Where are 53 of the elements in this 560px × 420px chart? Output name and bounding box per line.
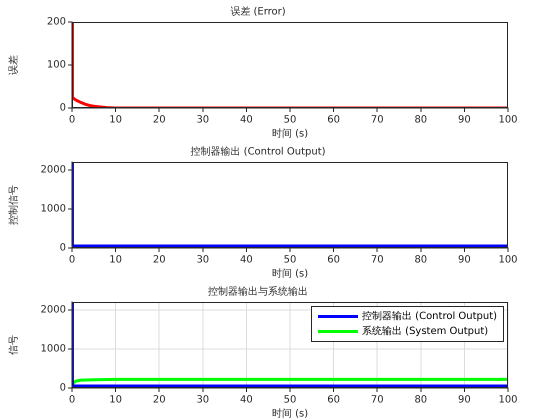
y-tick-label: 0 (60, 102, 66, 114)
x-tick-label: 0 (68, 254, 76, 266)
x-tick-label: 80 (414, 114, 428, 126)
x-axis-title: 时间 (s) (272, 268, 308, 280)
x-tick-label: 30 (196, 394, 210, 406)
x-tick-label: 60 (327, 114, 340, 126)
x-tick-label: 0 (68, 114, 76, 126)
y-tick-label: 1000 (40, 204, 66, 215)
y-tick-label: 0 (60, 382, 66, 394)
y-tick-label: 200 (46, 16, 66, 28)
legend-label: 系统输出 (System Output) (362, 326, 488, 337)
x-tick-label: 80 (414, 394, 428, 406)
x-axis-title: 时间 (s) (272, 128, 308, 140)
x-tick-label: 30 (196, 254, 210, 266)
x-tick-label: 10 (109, 254, 122, 266)
x-tick-label: 30 (196, 114, 210, 126)
y-axis-title: 信号 (8, 335, 20, 355)
x-tick-label: 10 (109, 114, 122, 126)
x-tick-label: 90 (458, 254, 471, 266)
x-tick-label: 100 (498, 114, 518, 126)
x-tick-label: 40 (240, 254, 253, 266)
x-tick-label: 90 (458, 114, 471, 126)
x-tick-label: 10 (109, 394, 122, 406)
y-tick-label: 1000 (40, 344, 66, 355)
x-tick-label: 70 (370, 114, 384, 126)
x-tick-label: 100 (498, 254, 518, 266)
y-tick-label: 0 (60, 242, 66, 254)
legend-label: 控制器输出 (Control Output) (362, 311, 498, 322)
x-tick-label: 90 (458, 394, 471, 406)
y-tick-label: 2000 (40, 304, 66, 316)
x-tick-label: 80 (414, 254, 428, 266)
chart-title: 误差 (Error) (230, 6, 286, 18)
x-tick-label: 20 (152, 394, 166, 406)
x-tick-label: 70 (370, 254, 384, 266)
y-axis-title: 控制信号 (8, 185, 20, 225)
x-axis-title: 时间 (s) (272, 408, 308, 420)
x-tick-label: 40 (240, 394, 253, 406)
x-tick-label: 50 (284, 114, 296, 126)
chart-title: 控制器输出与系统输出 (208, 286, 308, 298)
x-tick-label: 100 (498, 394, 518, 406)
x-tick-label: 60 (327, 394, 340, 406)
x-tick-label: 60 (327, 254, 340, 266)
x-tick-label: 20 (152, 114, 166, 126)
x-tick-label: 20 (152, 254, 166, 266)
y-axis-title: 误差 (8, 55, 20, 75)
x-tick-label: 0 (68, 394, 76, 406)
x-tick-label: 50 (284, 394, 296, 406)
y-tick-label: 2000 (40, 164, 66, 176)
x-tick-label: 40 (240, 114, 253, 126)
y-tick-label: 100 (46, 60, 66, 71)
x-tick-label: 70 (370, 394, 384, 406)
chart-title: 控制器输出 (Control Output) (190, 146, 326, 158)
x-tick-label: 50 (284, 254, 296, 266)
